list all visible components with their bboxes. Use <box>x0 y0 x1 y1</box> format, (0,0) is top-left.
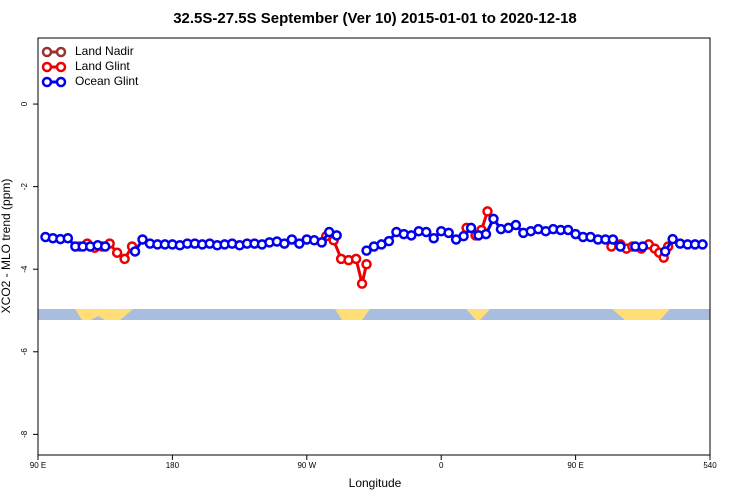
data-point <box>482 206 493 217</box>
legend-swatch <box>41 61 53 73</box>
data-point <box>286 234 298 245</box>
ocean-strip <box>38 309 710 320</box>
data-point <box>458 230 469 242</box>
data-point <box>488 213 499 225</box>
legend-label: Land Glint <box>75 59 130 73</box>
data-point <box>562 224 574 236</box>
y-tick-label: -6 <box>20 348 29 356</box>
data-point <box>294 238 305 249</box>
data-point <box>667 233 678 245</box>
x-tick-label: 180 <box>166 461 180 470</box>
data-point <box>383 235 395 247</box>
surface-strip <box>38 309 710 320</box>
legend-swatch <box>41 76 53 88</box>
data-point <box>697 239 708 250</box>
data-point <box>119 253 130 265</box>
data-point <box>350 253 362 265</box>
data-point <box>331 230 342 241</box>
data-point <box>279 238 290 249</box>
legend-label: Ocean Glint <box>75 74 139 88</box>
y-tick-label: -4 <box>20 265 29 273</box>
land-strip <box>75 309 133 320</box>
land-strip <box>466 309 490 320</box>
data-point <box>129 246 141 257</box>
plot-frame <box>37 37 711 456</box>
data-point <box>421 226 432 238</box>
data-point <box>111 247 123 258</box>
x-tick-label: 540 <box>703 461 717 470</box>
land-strip <box>612 309 670 320</box>
data-point <box>137 234 148 245</box>
data-point <box>659 246 671 257</box>
chart-title: 32.5S-27.5S September (Ver 10) 2015-01-0… <box>173 10 577 27</box>
x-tick-label: 90 E <box>567 461 583 470</box>
x-axis-label: Longitude <box>349 476 402 490</box>
data-point <box>465 222 477 234</box>
data-point <box>406 230 417 241</box>
data-point <box>637 241 649 252</box>
x-tick-label: 90 E <box>30 461 46 470</box>
data-point <box>62 232 74 244</box>
data-point <box>443 227 454 239</box>
legend-swatch <box>55 76 67 88</box>
data-point <box>480 228 492 240</box>
legend-swatch <box>55 46 67 58</box>
y-axis-label: XCO2 - MLO trend (ppm) <box>0 179 13 314</box>
y-tick-label: 0 <box>20 101 29 106</box>
data-point <box>361 245 372 256</box>
x-tick-label: 0 <box>439 461 444 470</box>
y-tick-label: -8 <box>20 430 29 438</box>
legend-label: Land Nadir <box>75 44 134 58</box>
data-point <box>607 234 619 245</box>
data-point <box>356 278 368 289</box>
data-point <box>428 232 439 244</box>
x-tick-label: 90 W <box>297 461 316 470</box>
legend-swatch <box>41 46 53 58</box>
land-strip <box>335 309 370 320</box>
data-point <box>99 241 111 252</box>
data-point <box>615 241 626 252</box>
y-tick-label: -2 <box>20 183 29 191</box>
legend-swatch <box>55 61 67 73</box>
data-point <box>361 259 372 270</box>
data-point <box>316 237 327 248</box>
data-point <box>510 219 522 231</box>
